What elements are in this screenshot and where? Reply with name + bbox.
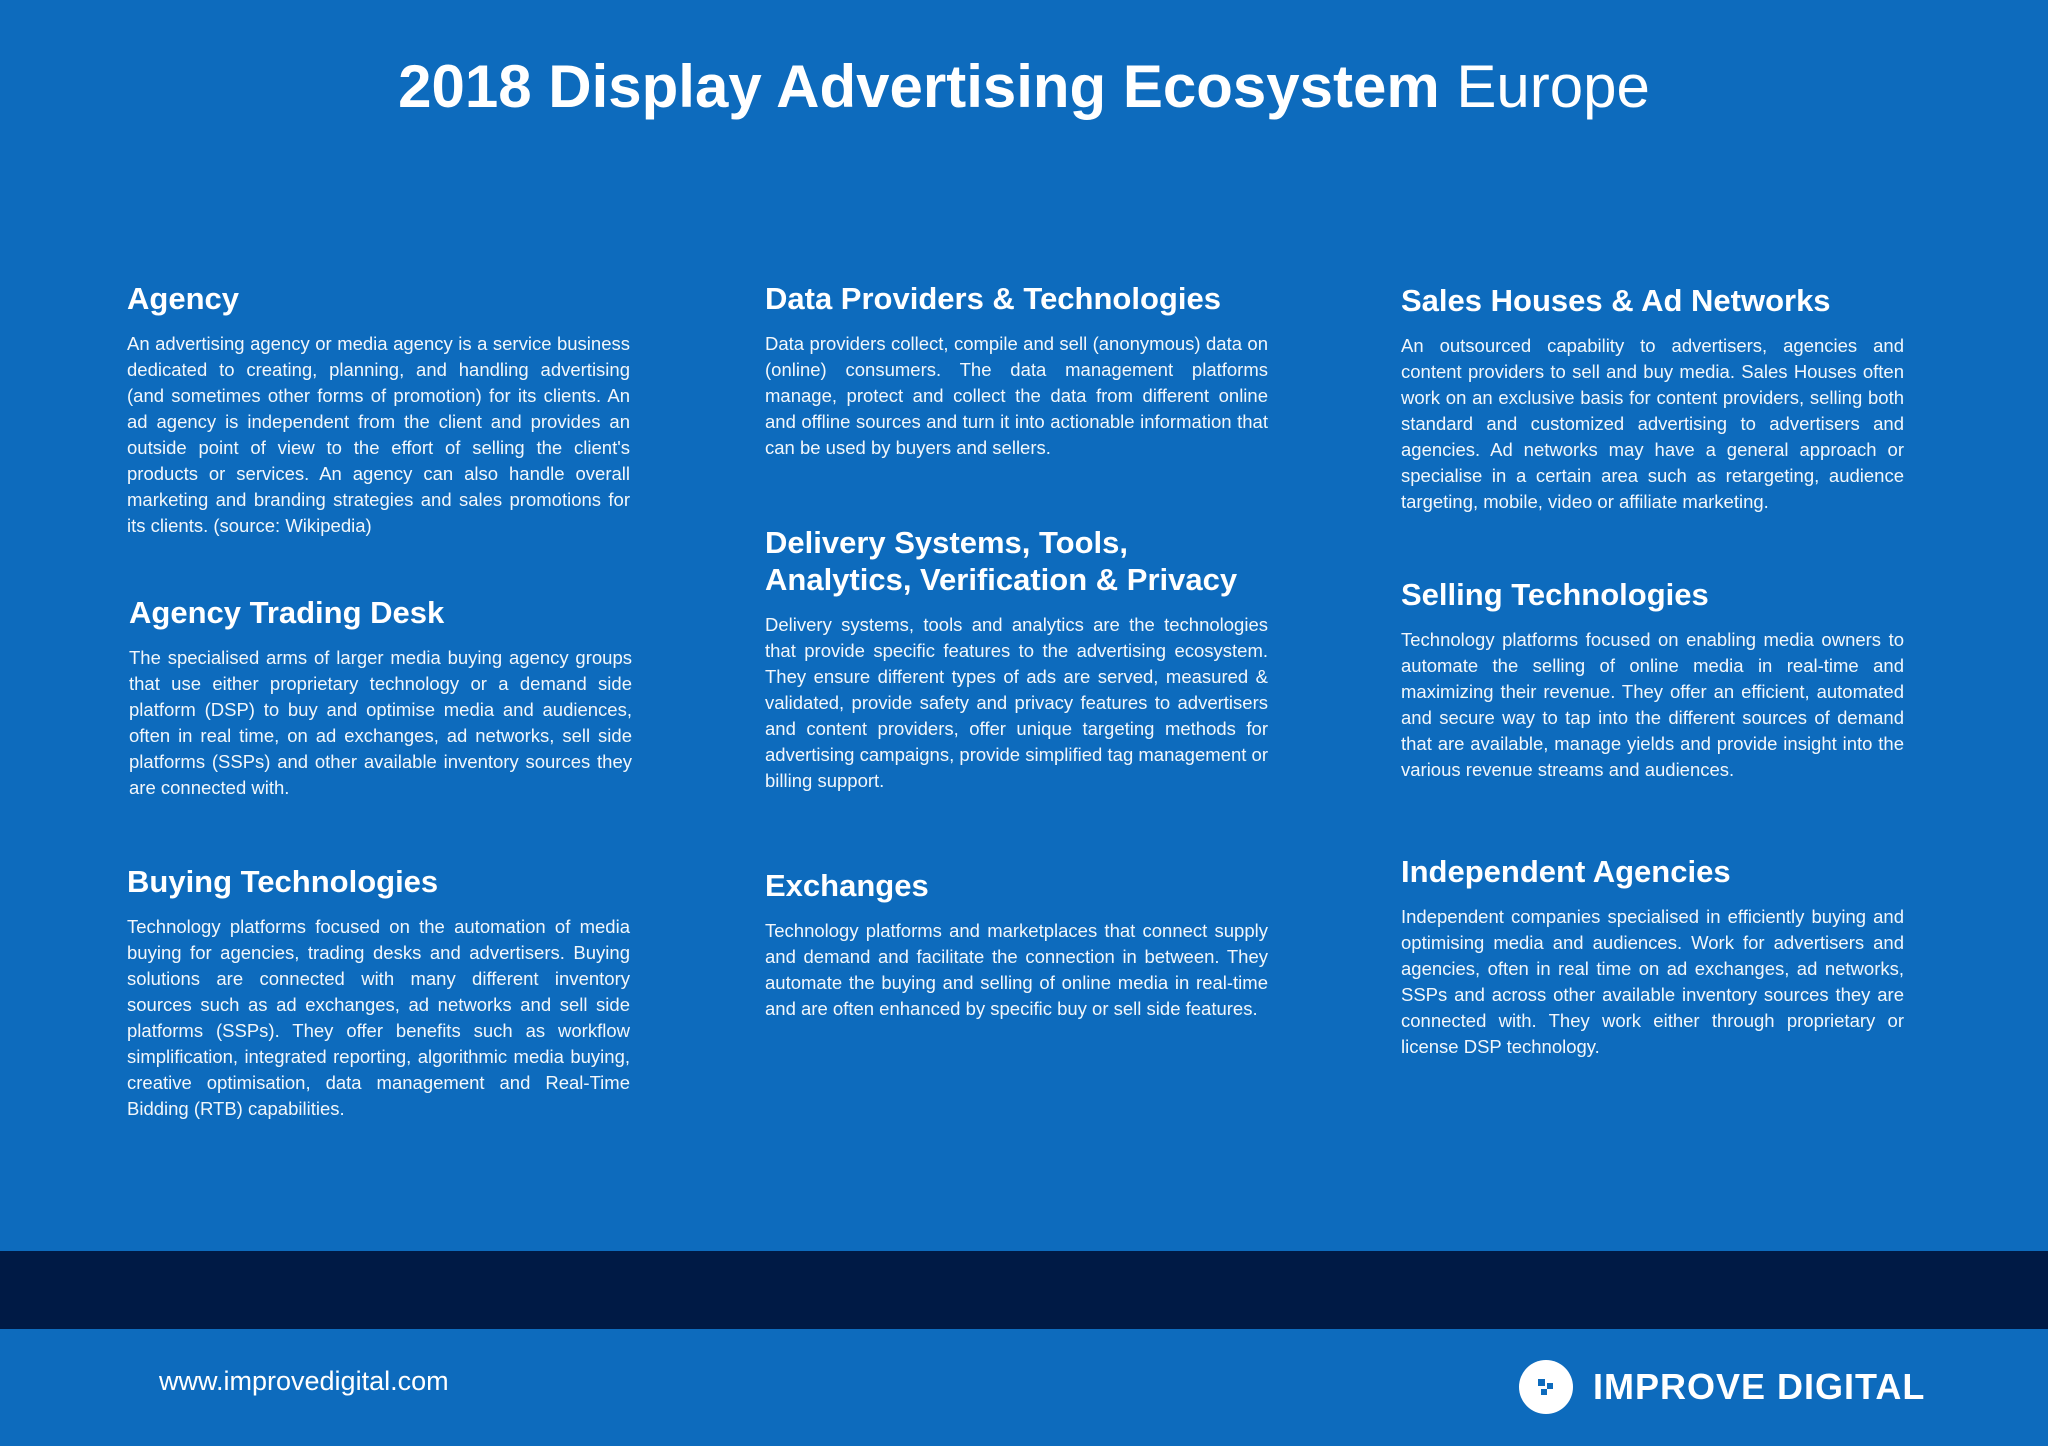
section-body: Technology platforms focused on enabling…: [1401, 629, 1904, 780]
logo: IMPROVE DIGITAL: [1519, 1360, 1925, 1414]
section-heading: Sales Houses & Ad Networks: [1401, 283, 1831, 318]
section: Independent Agencies Independent companie…: [1401, 853, 1904, 1060]
section-body: Delivery systems, tools and analytics ar…: [765, 614, 1268, 791]
title: 2018 Display Advertising Ecosystem Europ…: [0, 52, 2048, 121]
section: Exchanges Technology platforms and market…: [765, 867, 1268, 1022]
section: Sales Houses & Ad Networks An outsourced …: [1401, 282, 1904, 515]
section-body: Independent companies specialised in eff…: [1401, 906, 1904, 1057]
section-heading: Agency Trading Desk: [129, 595, 445, 630]
section: Agency Trading Desk The specialised arms …: [129, 594, 632, 801]
footer-url[interactable]: www.improvedigital.com: [159, 1366, 449, 1396]
footer-band: [0, 1251, 2048, 1329]
section: Selling Technologies Technology platforms…: [1401, 576, 1904, 783]
section-heading: Delivery Systems, Tools, Analytics, Veri…: [765, 525, 1238, 597]
title-bold: 2018 Display Advertising Ecosystem: [398, 53, 1440, 120]
title-light: Europe: [1456, 53, 1650, 120]
section-heading: Agency: [127, 281, 239, 316]
section: Delivery Systems, Tools, Analytics, Veri…: [765, 524, 1268, 794]
section-heading: Buying Technologies: [127, 864, 439, 899]
section-heading: Selling Technologies: [1401, 577, 1709, 612]
section-body: Technology platforms and marketplaces th…: [765, 920, 1268, 1019]
logo-icon: [1519, 1360, 1573, 1414]
section: Agency An advertising agency or media age…: [127, 280, 630, 539]
section-heading: Exchanges: [765, 868, 929, 903]
section-body: Technology platforms focused on the auto…: [127, 916, 630, 1119]
section-body: An advertising agency or media agency is…: [127, 333, 630, 536]
section-heading: Data Providers & Technologies: [765, 281, 1221, 316]
section: Data Providers & Technologies Data provid…: [765, 280, 1268, 461]
section: Buying Technologies Technology platforms …: [127, 863, 630, 1122]
section-heading: Independent Agencies: [1401, 854, 1731, 889]
section-body: An outsourced capability to advertisers,…: [1401, 335, 1904, 512]
section-body: The specialised arms of larger media buy…: [129, 647, 632, 798]
section-body: Data providers collect, compile and sell…: [765, 333, 1268, 458]
logo-text: IMPROVE DIGITAL: [1593, 1366, 1926, 1407]
